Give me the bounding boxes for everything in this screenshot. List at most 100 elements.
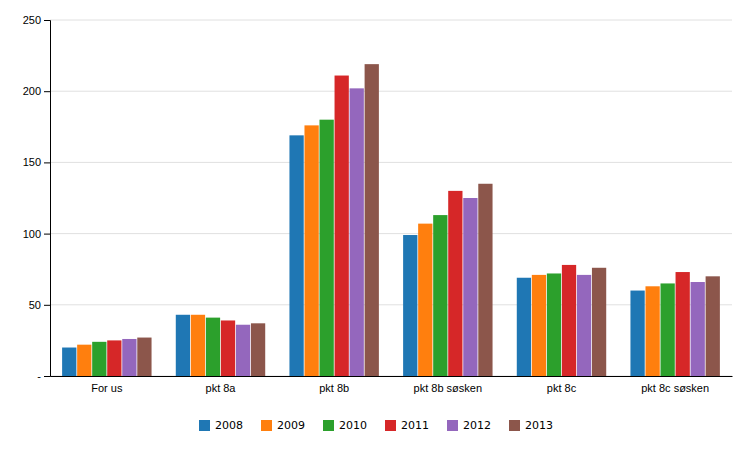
x-axis: For us pkt 8a pkt 8b pkt 8b søsken pkt 8c pkt… xyxy=(51,377,733,395)
grid-line xyxy=(50,20,732,21)
tick-label: 100 xyxy=(23,228,41,240)
bar xyxy=(661,283,675,376)
bar xyxy=(562,265,576,376)
bar-series xyxy=(107,76,690,376)
bar xyxy=(532,275,546,376)
bar xyxy=(418,224,432,376)
y-tick: - xyxy=(37,370,50,382)
legend-item: 2012 xyxy=(447,419,491,432)
bar xyxy=(403,235,417,376)
bar xyxy=(191,315,205,376)
bar xyxy=(478,184,492,376)
bar xyxy=(107,340,121,376)
y-tick: 250 xyxy=(23,14,50,26)
x-tick: pkt 8a xyxy=(206,382,237,394)
tick-label: 200 xyxy=(23,85,41,97)
x-tick: pkt 8b xyxy=(319,382,349,394)
x-tick: pkt 8b søsken xyxy=(414,382,482,394)
bar-series xyxy=(137,64,720,376)
bar xyxy=(137,338,151,376)
bar xyxy=(517,278,531,376)
y-tick: 50 xyxy=(29,299,50,311)
tick-label: - xyxy=(37,370,41,382)
tick-mark xyxy=(44,91,50,92)
legend-swatch xyxy=(261,420,272,431)
bar xyxy=(630,291,644,376)
bar xyxy=(547,273,561,376)
bar xyxy=(350,88,364,376)
chart: - 50 100 150 200 250 For us pkt 8a pkt 8b pkt 8b … xyxy=(0,0,752,451)
grid-line xyxy=(50,304,732,305)
bar xyxy=(206,318,220,376)
legend-label: 2010 xyxy=(339,419,367,432)
plot: - 50 100 150 200 250 For us pkt 8a pkt 8b pkt 8b … xyxy=(23,14,733,394)
grid-line xyxy=(50,162,732,163)
bar xyxy=(335,76,349,376)
legend-label: 2008 xyxy=(215,419,243,432)
grid-line xyxy=(50,91,732,92)
legend-swatch xyxy=(447,420,458,431)
bar xyxy=(433,215,447,376)
legend-swatch xyxy=(385,420,396,431)
x-tick: For us xyxy=(91,382,123,394)
bar xyxy=(221,320,235,376)
axis-line xyxy=(44,21,51,377)
bar xyxy=(77,345,91,376)
legend-label: 2013 xyxy=(525,419,553,432)
tick-mark xyxy=(44,305,50,306)
legend-item: 2013 xyxy=(509,419,553,432)
bar xyxy=(676,272,690,376)
tick-label: 250 xyxy=(23,14,41,26)
legend-item: 2008 xyxy=(199,419,243,432)
bar xyxy=(463,198,477,376)
bar xyxy=(365,64,379,376)
y-axis: - 50 100 150 200 250 xyxy=(23,14,51,382)
bar xyxy=(122,339,136,376)
bar xyxy=(236,325,250,376)
tick-label: 150 xyxy=(23,156,41,168)
bar xyxy=(448,191,462,376)
legend-item: 2009 xyxy=(261,419,305,432)
bar xyxy=(645,286,659,376)
chart-container: - 50 100 150 200 250 For us pkt 8a pkt 8b pkt 8b … xyxy=(0,0,752,451)
tick-mark xyxy=(44,162,50,163)
tick-label: 50 xyxy=(29,299,41,311)
bar xyxy=(176,315,190,376)
bar xyxy=(706,276,720,376)
legend-item: 2010 xyxy=(323,419,367,432)
grid-line xyxy=(50,376,732,377)
bar-series xyxy=(122,88,705,376)
bar xyxy=(92,342,106,376)
legend-swatch xyxy=(323,420,334,431)
bars xyxy=(62,64,720,376)
tick-label: For us xyxy=(91,382,123,394)
bar xyxy=(62,348,76,376)
tick-label: pkt 8c søsken xyxy=(641,382,709,394)
grid-line xyxy=(50,233,732,234)
tick-label: pkt 8c xyxy=(547,382,577,394)
legend-label: 2011 xyxy=(401,419,429,432)
bar xyxy=(592,268,606,376)
tick-label: pkt 8b søsken xyxy=(414,382,482,394)
x-tick: pkt 8c xyxy=(547,382,577,394)
legend-item: 2011 xyxy=(385,419,429,432)
y-tick: 100 xyxy=(23,228,50,240)
bar xyxy=(304,125,318,376)
bar-series xyxy=(92,120,675,376)
tick-mark xyxy=(44,20,50,21)
legend-swatch xyxy=(199,420,210,431)
grid xyxy=(50,20,732,376)
bar xyxy=(577,275,591,376)
y-tick: 150 xyxy=(23,156,50,168)
legend: 2008 2009 2010 2011 2012 2013 xyxy=(199,419,553,432)
tick-mark xyxy=(44,376,50,377)
bar xyxy=(289,135,303,376)
tick-label: pkt 8b xyxy=(319,382,349,394)
bar xyxy=(691,282,705,376)
y-tick: 200 xyxy=(23,85,50,97)
bar xyxy=(251,323,265,376)
tick-label: pkt 8a xyxy=(206,382,237,394)
tick-mark xyxy=(44,234,50,235)
legend-label: 2009 xyxy=(277,419,305,432)
legend-swatch xyxy=(509,420,520,431)
